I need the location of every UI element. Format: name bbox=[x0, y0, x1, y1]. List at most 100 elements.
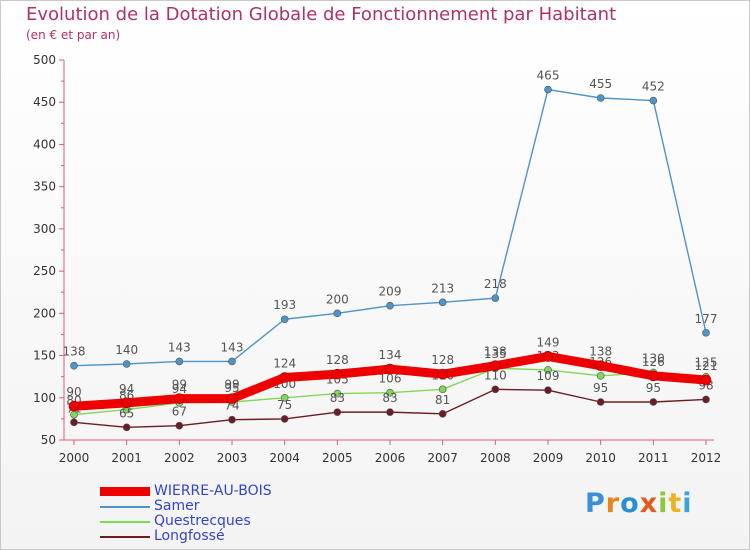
x-tick-label: 2002 bbox=[164, 451, 195, 465]
data-point bbox=[70, 418, 78, 427]
data-point bbox=[280, 415, 289, 423]
legend-label: Samer bbox=[154, 498, 200, 514]
legend-label: Questrecques bbox=[154, 513, 251, 529]
logo-letter: P bbox=[585, 488, 606, 519]
data-label: 138 bbox=[484, 345, 507, 359]
data-label: 134 bbox=[379, 348, 402, 362]
x-tick-label: 2005 bbox=[322, 451, 353, 465]
data-point bbox=[596, 372, 605, 380]
y-tick-label: 100 bbox=[33, 391, 56, 405]
data-label: 140 bbox=[115, 343, 138, 357]
data-label: 94 bbox=[119, 382, 134, 396]
x-tick-label: 2003 bbox=[217, 451, 248, 465]
data-point bbox=[544, 366, 552, 374]
data-point bbox=[438, 298, 447, 307]
legend-label: WIERRE-AU-BOIS bbox=[154, 483, 272, 499]
logo-letter: r bbox=[605, 488, 621, 519]
x-tick-label: 2004 bbox=[269, 451, 300, 465]
x-tick-label: 2006 bbox=[375, 451, 406, 465]
data-point bbox=[596, 94, 605, 102]
x-tick-label: 2012 bbox=[691, 451, 722, 465]
data-label: 125 bbox=[695, 356, 718, 370]
data-label: 138 bbox=[589, 345, 612, 359]
data-point bbox=[228, 357, 236, 366]
logo-letter: i bbox=[658, 488, 669, 519]
data-point bbox=[280, 393, 289, 402]
legend-swatch bbox=[100, 521, 150, 523]
data-label: 200 bbox=[326, 292, 349, 306]
data-label: 135 bbox=[484, 347, 507, 361]
data-label: 143 bbox=[221, 340, 244, 354]
x-tick-label: 2009 bbox=[533, 451, 564, 465]
x-tick-label: 2007 bbox=[427, 451, 458, 465]
y-tick-label: 50 bbox=[41, 433, 56, 447]
data-point bbox=[279, 372, 290, 383]
data-point bbox=[544, 85, 552, 94]
data-label: 452 bbox=[642, 80, 665, 94]
data-label: 109 bbox=[537, 369, 560, 383]
data-label: 94 bbox=[172, 382, 187, 396]
data-point bbox=[386, 301, 394, 310]
data-point bbox=[68, 400, 80, 412]
data-point bbox=[228, 415, 236, 424]
data-label: 209 bbox=[379, 285, 402, 299]
data-label: 124 bbox=[273, 357, 296, 371]
data-point bbox=[175, 357, 184, 366]
x-tick-label: 2008 bbox=[480, 451, 511, 465]
y-tick-label: 250 bbox=[33, 264, 56, 278]
y-tick-label: 200 bbox=[33, 306, 56, 320]
data-label: 95 bbox=[593, 381, 608, 395]
data-label: 128 bbox=[326, 353, 349, 367]
data-label: 465 bbox=[537, 69, 560, 83]
x-tick-label: 2001 bbox=[111, 451, 142, 465]
data-label: 218 bbox=[484, 277, 507, 291]
data-point bbox=[122, 360, 131, 368]
chart-title: Evolution de la Dotation Globale de Fonc… bbox=[26, 4, 617, 25]
data-label: 95 bbox=[646, 381, 661, 395]
data-point bbox=[280, 315, 289, 324]
data-point bbox=[702, 395, 710, 404]
data-point bbox=[544, 386, 552, 394]
data-label: 128 bbox=[431, 353, 454, 367]
y-tick-label: 500 bbox=[33, 53, 56, 67]
data-label: 106 bbox=[379, 372, 402, 386]
y-tick-label: 300 bbox=[33, 222, 56, 236]
data-label: 213 bbox=[431, 281, 454, 295]
data-point bbox=[174, 393, 185, 404]
data-label: 193 bbox=[273, 298, 296, 312]
data-point bbox=[175, 421, 184, 430]
data-label: 455 bbox=[589, 77, 612, 91]
legend-swatch bbox=[100, 506, 150, 508]
data-label: 67 bbox=[172, 405, 187, 419]
data-point bbox=[649, 96, 658, 105]
data-label: 83 bbox=[330, 391, 345, 405]
series-line bbox=[73, 88, 707, 367]
data-label: 130 bbox=[642, 351, 665, 365]
series-samer: 138 140 143 143 193 200 209 213 218 465 455 452 177 bbox=[63, 69, 718, 370]
data-label: 65 bbox=[119, 406, 134, 420]
data-point bbox=[649, 398, 658, 406]
data-label: 143 bbox=[168, 340, 191, 354]
data-label: 90 bbox=[66, 385, 81, 399]
data-point bbox=[491, 294, 500, 302]
line-chart: 50 100 150 200 250 300 350 400 450 500 2000 2001 200… bbox=[33, 53, 722, 465]
logo-letter: i bbox=[682, 488, 693, 519]
data-point bbox=[121, 397, 132, 409]
legend-swatch bbox=[100, 536, 150, 538]
y-tick-label: 450 bbox=[33, 95, 56, 109]
data-point bbox=[386, 408, 394, 416]
data-point bbox=[438, 385, 447, 394]
data-point bbox=[384, 363, 396, 375]
data-point bbox=[70, 361, 78, 370]
data-point bbox=[596, 398, 605, 406]
data-point bbox=[438, 410, 447, 418]
x-tick-label: 2011 bbox=[638, 451, 669, 465]
chart-subtitle: (en € et par an) bbox=[26, 28, 121, 42]
data-point bbox=[648, 370, 659, 382]
data-point bbox=[542, 351, 554, 362]
data-label: 177 bbox=[695, 312, 718, 326]
data-label: 126 bbox=[642, 355, 665, 369]
data-point bbox=[595, 360, 606, 371]
